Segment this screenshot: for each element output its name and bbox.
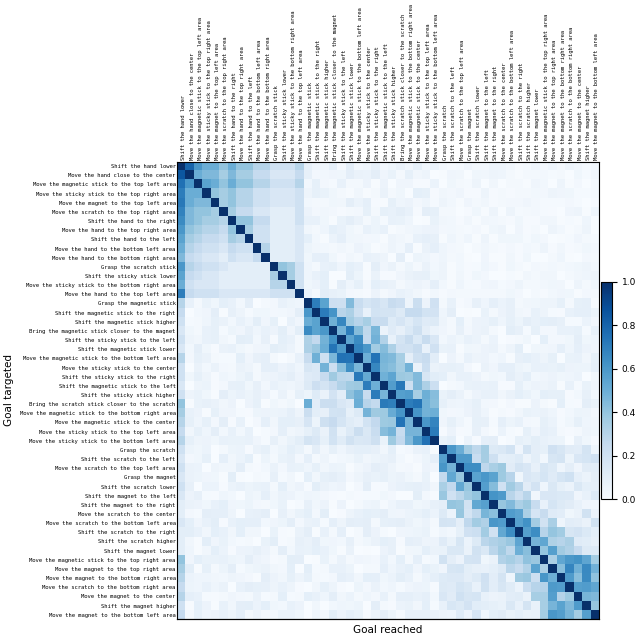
Y-axis label: Goal targeted: Goal targeted	[4, 355, 14, 426]
